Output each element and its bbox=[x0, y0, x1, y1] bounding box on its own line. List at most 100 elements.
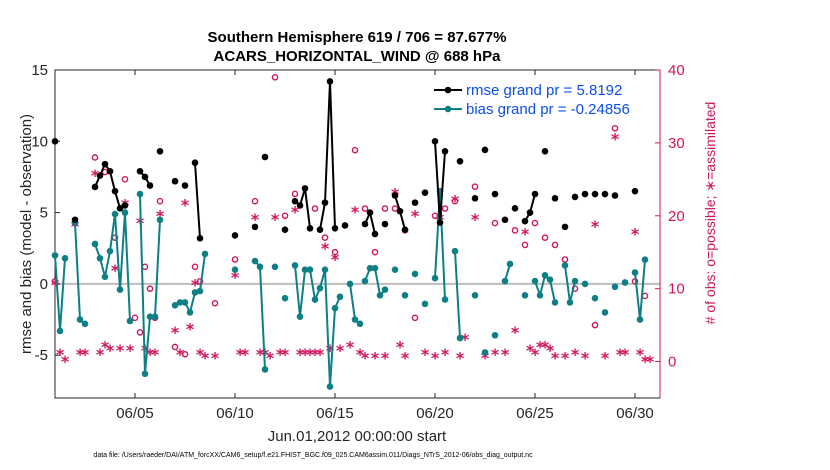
rmse-point bbox=[196, 234, 204, 242]
footer-data-file: data file: /Users/raeder/DAI/ATM_forcXX/… bbox=[93, 452, 533, 459]
bias-point bbox=[441, 296, 449, 303]
rmse-point bbox=[361, 220, 369, 228]
obs-possible-point bbox=[391, 205, 399, 212]
rmse-point bbox=[106, 167, 114, 175]
obs-assimilated-point: * bbox=[181, 195, 190, 214]
bias-point bbox=[121, 209, 129, 216]
rmse-point bbox=[521, 217, 529, 225]
obs-possible-point bbox=[611, 125, 619, 132]
bias-point bbox=[471, 292, 479, 299]
obs-assimilated-point: * bbox=[381, 348, 390, 367]
obs-assimilated-point: * bbox=[581, 348, 590, 367]
obs-assimilated-point: * bbox=[421, 345, 430, 364]
y-tick-label-right: 40 bbox=[668, 62, 685, 79]
bias-point bbox=[591, 294, 599, 302]
rmse-point bbox=[571, 193, 579, 201]
obs-assimilated-point: * bbox=[331, 250, 340, 269]
bias-point bbox=[91, 240, 99, 248]
obs-assimilated-point: * bbox=[126, 341, 135, 360]
bias-point bbox=[251, 257, 259, 265]
obs-assimilated-point: * bbox=[481, 348, 490, 367]
rmse-point bbox=[541, 147, 549, 155]
y-tick-label-left: -5 bbox=[35, 347, 48, 364]
obs-assimilated-point: * bbox=[261, 345, 270, 364]
y-ticks-left: -5 0 5 10 15 bbox=[31, 62, 60, 364]
plot-area: 06/05 06/10 06/15 06/20 06/25 06/30 -5051015 … bbox=[31, 62, 684, 422]
bias-point bbox=[271, 263, 279, 271]
obs-assimilated-point: * bbox=[196, 345, 205, 364]
bias-point bbox=[366, 264, 374, 272]
bias-point bbox=[611, 283, 619, 291]
obs-assimilated-point: * bbox=[571, 345, 580, 364]
bias-point bbox=[411, 270, 419, 278]
bias-point bbox=[571, 277, 579, 285]
rmse-point bbox=[431, 138, 439, 145]
bias-point bbox=[51, 252, 59, 259]
rmse-point bbox=[501, 216, 509, 224]
bias-point bbox=[536, 292, 544, 299]
y-axis-label-right: # of obs: o=possible; ∗=assimilated bbox=[702, 102, 718, 325]
bias-point bbox=[351, 316, 359, 323]
legend: rmse grand pr = 5.8192 bias grand pr = -… bbox=[430, 79, 657, 120]
obs-assimilated-point: * bbox=[631, 225, 640, 244]
bias-point bbox=[186, 309, 194, 316]
bias-point bbox=[521, 292, 529, 299]
bias-point bbox=[171, 302, 179, 309]
rmse-point bbox=[101, 160, 109, 168]
obs-assimilated-point: * bbox=[96, 345, 105, 364]
bias-point bbox=[546, 276, 554, 283]
obs-assimilated-point: * bbox=[146, 345, 155, 364]
rmse-point bbox=[191, 159, 199, 166]
obs-assimilated-point: * bbox=[461, 330, 470, 349]
bias-point bbox=[301, 266, 309, 273]
obs-assimilated-point: * bbox=[171, 323, 180, 342]
obs-assimilated-point: * bbox=[346, 337, 355, 356]
rmse-point bbox=[251, 223, 259, 231]
bias-point bbox=[566, 299, 574, 306]
rmse-point bbox=[281, 226, 289, 234]
obs-assimilated-point: * bbox=[531, 345, 540, 364]
obs-possible-point bbox=[181, 350, 189, 358]
rmse-point bbox=[511, 205, 519, 212]
obs-possible-point bbox=[136, 329, 144, 336]
obs-assimilated-point: * bbox=[396, 337, 405, 356]
rmse-point bbox=[146, 182, 154, 189]
obs-assimilated-point: * bbox=[411, 206, 420, 225]
obs-assimilated-point: * bbox=[431, 348, 440, 367]
obs-assimilated-point: * bbox=[51, 276, 60, 295]
rmse-point bbox=[366, 209, 374, 216]
bias-point bbox=[401, 292, 409, 299]
obs-assimilated-point: * bbox=[266, 348, 275, 367]
rmse-point bbox=[396, 207, 404, 215]
rmse-point bbox=[491, 190, 499, 198]
obs-possible-point bbox=[191, 263, 199, 271]
bias-line-segment bbox=[294, 265, 341, 387]
bias-point bbox=[581, 280, 589, 288]
obs-assimilated-point: * bbox=[276, 345, 285, 364]
y-tick-label-right: 0 bbox=[668, 354, 676, 371]
obs-assimilated-point: * bbox=[471, 210, 480, 229]
bias-point bbox=[191, 289, 199, 296]
rmse-point bbox=[136, 167, 144, 175]
rmse-point bbox=[401, 226, 409, 234]
obs-assimilated-point: * bbox=[321, 239, 330, 258]
x-tick-label: 06/25 bbox=[516, 405, 554, 422]
rmse-point bbox=[116, 205, 124, 212]
obs-possible-point bbox=[171, 343, 179, 351]
obs-possible-point bbox=[251, 197, 259, 205]
obs-assimilated-point: * bbox=[81, 345, 90, 364]
obs-assimilated-point: * bbox=[231, 268, 240, 287]
obs-assimilated-point: * bbox=[336, 341, 345, 360]
obs-assimilated-point: * bbox=[271, 210, 280, 229]
rmse-point bbox=[96, 172, 104, 179]
bias-point bbox=[156, 216, 164, 224]
bias-point bbox=[181, 299, 189, 306]
obs-possible-point bbox=[231, 256, 239, 263]
bias-line-segment bbox=[454, 251, 461, 339]
bias-point bbox=[321, 266, 329, 273]
rmse-point bbox=[331, 224, 339, 232]
obs-assimilated-point: * bbox=[546, 341, 555, 360]
obs-assimilated-point: * bbox=[511, 323, 520, 342]
rmse-point bbox=[561, 223, 569, 231]
